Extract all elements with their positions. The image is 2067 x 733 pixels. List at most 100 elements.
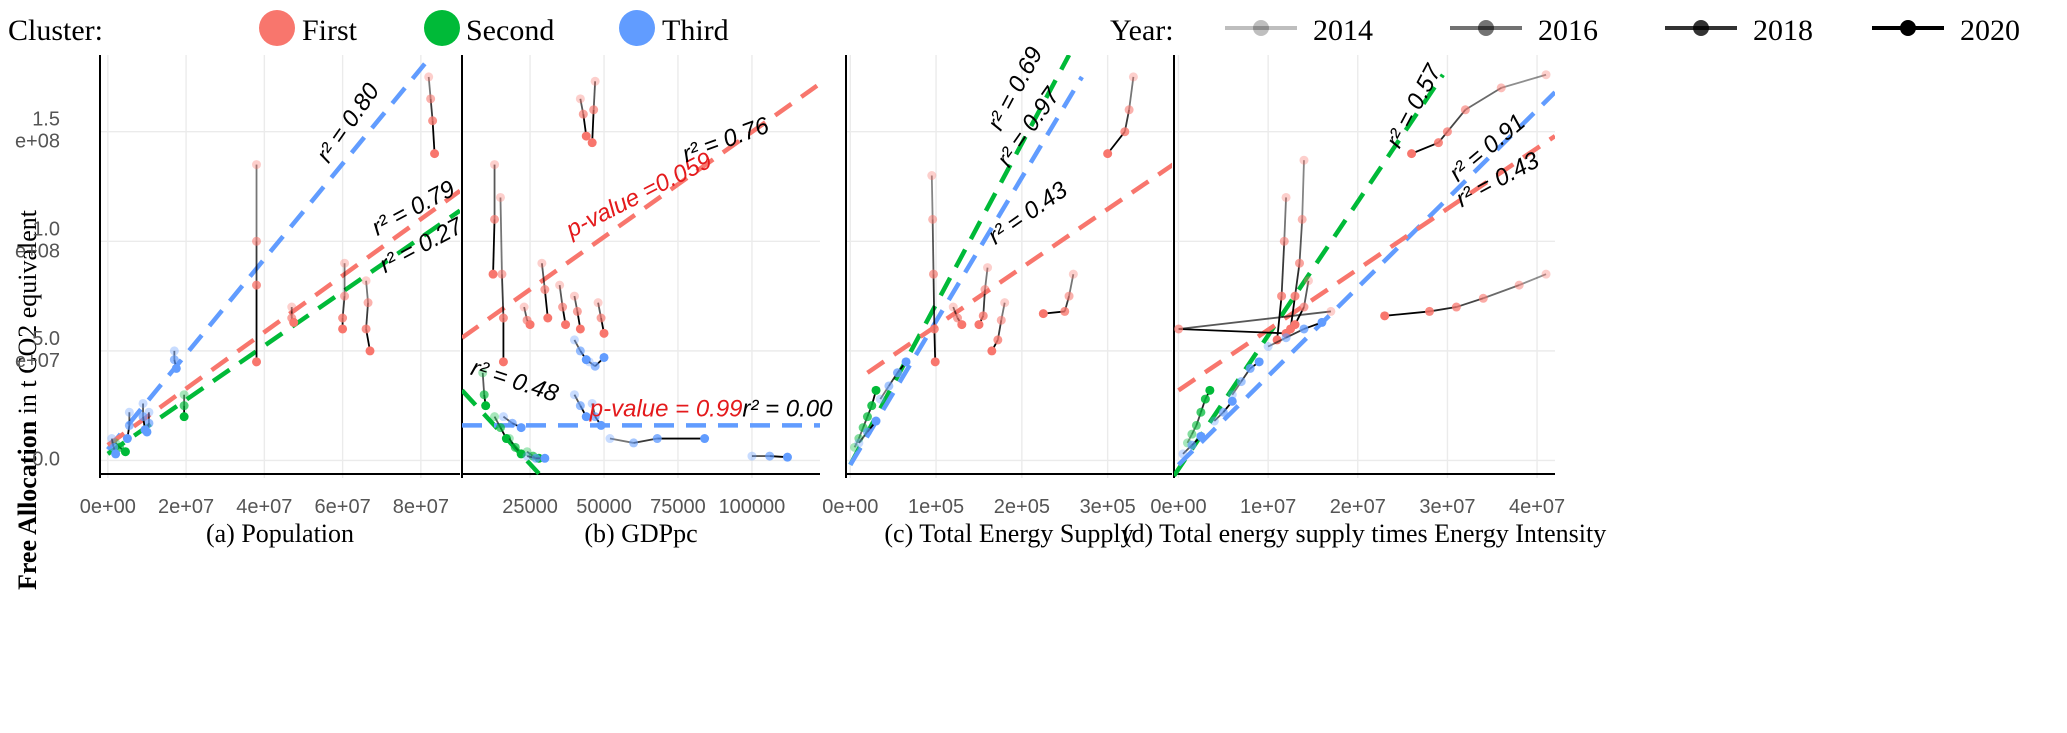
data-point — [581, 355, 591, 365]
data-point — [987, 346, 997, 356]
trajectory-third — [169, 346, 181, 373]
trajectory-segment — [930, 175, 934, 220]
trajectory-third — [122, 407, 134, 444]
trajectory-first — [575, 94, 591, 141]
panel-4: 0e+00 1e+07 2e+07 3e+07 4e+07(d) Total energ… — [1123, 55, 1606, 548]
trajectory-segment — [1411, 141, 1439, 155]
y-tick-label: e+08 — [15, 240, 60, 262]
data-point — [929, 269, 939, 279]
data-point — [575, 94, 585, 104]
data-point — [862, 427, 872, 437]
fit-line-third — [1176, 90, 1555, 467]
trajectory-segment — [591, 109, 595, 143]
data-point — [581, 131, 591, 141]
data-point — [140, 425, 150, 435]
data-point — [590, 361, 600, 371]
y-tick-label: e+08 — [15, 131, 60, 153]
data-point — [575, 346, 585, 356]
data-point — [338, 324, 348, 334]
data-point — [519, 302, 529, 312]
data-point — [884, 381, 894, 391]
data-point — [1187, 429, 1197, 439]
trajectory-third — [107, 434, 121, 459]
legend-cluster-third-swatch — [619, 10, 655, 46]
data-point — [599, 328, 609, 338]
data-point — [1272, 335, 1282, 345]
data-point — [928, 214, 938, 224]
data-point — [490, 160, 500, 170]
trajectory-segment — [932, 274, 936, 329]
panel-3: 0e+00 1e+05 2e+05 3e+05(c) Total Energy Sup… — [822, 43, 1172, 548]
data-point — [516, 423, 526, 433]
data-point — [124, 407, 134, 417]
data-point — [929, 324, 939, 334]
data-point — [996, 315, 1006, 325]
trajectory-second — [179, 390, 189, 422]
trajectory-segment — [1464, 87, 1502, 111]
data-point — [1451, 302, 1461, 312]
x-tick-label: 75000 — [650, 496, 706, 518]
data-point — [488, 269, 498, 279]
y-axis-label-rest: in t CO2 equivalent — [13, 209, 42, 421]
data-point — [478, 368, 488, 378]
data-point — [361, 276, 371, 286]
data-point — [179, 412, 189, 422]
legend: Cluster: First Second Third Year: 2014 20… — [8, 10, 2020, 47]
data-point — [169, 346, 179, 356]
data-point — [1209, 416, 1219, 426]
trajectory-first — [537, 258, 553, 323]
data-point — [1218, 407, 1228, 417]
data-point — [481, 401, 491, 411]
trajectory-segment — [1429, 306, 1457, 313]
data-point — [927, 171, 937, 181]
data-point — [426, 94, 436, 104]
data-point — [974, 320, 984, 330]
trajectory-first — [287, 302, 299, 327]
data-point — [498, 313, 508, 323]
x-tick-label: 6e+07 — [315, 496, 371, 518]
trajectory-first — [1103, 72, 1138, 159]
trajectory-third — [1178, 431, 1206, 459]
x-tick-label: 25000 — [502, 496, 558, 518]
data-point — [871, 416, 881, 426]
trajectory-first — [338, 258, 350, 334]
x-tick-label: 0e+00 — [1150, 496, 1206, 518]
data-point — [501, 434, 511, 444]
data-point — [525, 320, 535, 330]
trajectory-first — [587, 76, 600, 148]
legend-year-dot — [1693, 20, 1709, 36]
data-point — [1263, 341, 1273, 351]
data-point — [578, 109, 588, 119]
data-point — [569, 335, 579, 345]
legend-year-2016: 2016 — [1450, 14, 1598, 47]
data-point — [587, 398, 597, 408]
fit-line-second — [848, 55, 1072, 466]
legend-year-dot — [1900, 20, 1916, 36]
trajectory-segment — [933, 328, 937, 362]
data-point — [1196, 407, 1206, 417]
data-point — [1299, 155, 1309, 165]
y-tick-label: 0.0 — [32, 448, 60, 470]
x-tick-label: 2e+05 — [994, 496, 1050, 518]
trajectory-first — [555, 280, 571, 330]
data-point — [593, 298, 603, 308]
data-point — [555, 280, 565, 290]
data-point — [363, 298, 373, 308]
x-tick-label: 2e+07 — [158, 496, 214, 518]
fit-line-third — [106, 62, 427, 451]
trajectory-first — [519, 302, 535, 330]
data-point — [340, 258, 350, 268]
data-point — [498, 412, 508, 422]
trajectory-segment — [1283, 197, 1287, 242]
data-point — [747, 451, 757, 461]
y-axis-ticks: 0.05.0e+071.0e+081.5e+08 — [15, 109, 60, 471]
data-point — [122, 434, 132, 444]
data-point — [953, 313, 963, 323]
trajectory-segment — [1178, 310, 1331, 330]
data-point — [107, 434, 117, 444]
trajectory-third — [1227, 357, 1264, 400]
trajectory-first — [252, 160, 262, 367]
data-point — [1191, 420, 1201, 430]
data-point — [596, 420, 606, 430]
data-point — [575, 324, 585, 334]
